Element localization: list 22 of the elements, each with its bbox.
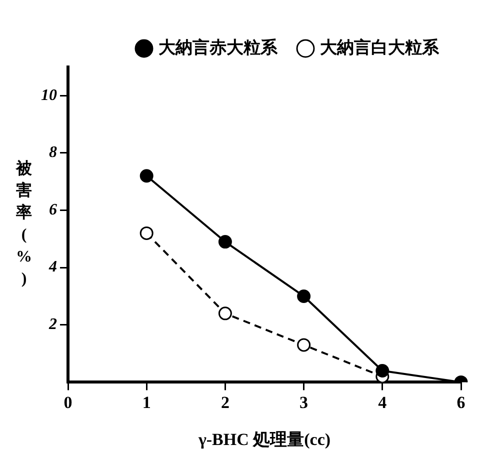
- point: [297, 338, 311, 352]
- y-tick-label: 6: [49, 201, 57, 218]
- x-tick-label: 2: [220, 392, 230, 412]
- y-tick-label: 4: [48, 258, 57, 276]
- y-axis-title: 被害率(%): [15, 160, 33, 288]
- point: [218, 235, 232, 249]
- point: [297, 289, 311, 303]
- x-tick-label: 3: [300, 392, 308, 412]
- point: [218, 306, 232, 320]
- y-tick-label: 2: [48, 316, 57, 334]
- point: [140, 226, 154, 240]
- legend-label: 大納言赤大粒系: [158, 38, 278, 57]
- legend-label: 大納言白大粒系: [320, 38, 440, 57]
- y-tick-label: 10: [41, 86, 57, 104]
- x-tick-label: 4: [378, 392, 388, 412]
- x-tick-label: 0: [64, 392, 72, 412]
- x-tick-label: 6: [456, 392, 466, 412]
- point: [140, 169, 154, 183]
- x-axis-title: γ-BHC 処理量(cc): [197, 430, 331, 450]
- x-tick-label: 1: [142, 392, 151, 412]
- y-tick-label: 8: [49, 144, 57, 162]
- point: [376, 364, 390, 378]
